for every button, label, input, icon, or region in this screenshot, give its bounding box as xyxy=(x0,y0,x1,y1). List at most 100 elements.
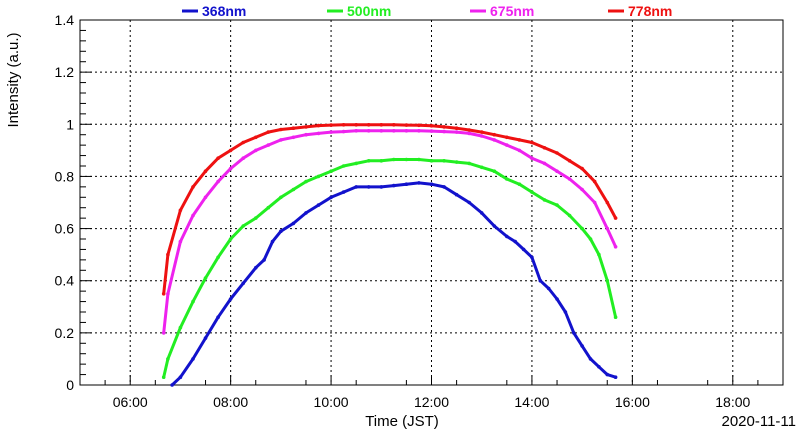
data-point xyxy=(366,129,371,133)
data-point xyxy=(563,310,568,314)
y-tick-label: 0.6 xyxy=(55,221,75,237)
data-point xyxy=(166,357,170,361)
data-point xyxy=(572,331,576,335)
data-point xyxy=(404,123,409,127)
data-point xyxy=(605,278,610,283)
data-point xyxy=(270,239,275,244)
data-point xyxy=(203,195,208,200)
data-point xyxy=(467,200,472,205)
data-point xyxy=(567,159,572,163)
data-point xyxy=(291,126,296,130)
series-layer xyxy=(161,123,618,387)
x-tick-label: 10:00 xyxy=(314,394,349,410)
data-point xyxy=(530,140,534,145)
data-point xyxy=(580,166,584,171)
data-point xyxy=(442,159,446,163)
data-point xyxy=(316,123,321,128)
data-point xyxy=(417,123,421,128)
data-point xyxy=(505,143,509,147)
data-point xyxy=(392,129,396,133)
data-point xyxy=(517,138,522,142)
data-point xyxy=(191,185,195,189)
data-point xyxy=(567,177,572,181)
y-axis-label: Intensity (a.u.) xyxy=(5,32,22,127)
data-point xyxy=(555,169,559,173)
data-point xyxy=(329,169,333,173)
data-point xyxy=(588,237,593,241)
data-point xyxy=(241,281,245,286)
data-point xyxy=(291,221,296,226)
data-point xyxy=(279,138,283,142)
data-point xyxy=(613,315,618,320)
legend-label: 778nm xyxy=(628,3,672,19)
data-point xyxy=(517,148,522,153)
series-line xyxy=(162,158,618,379)
legend-label: 500nm xyxy=(347,3,391,19)
data-point xyxy=(467,128,472,132)
data-point xyxy=(479,211,484,215)
data-point xyxy=(605,200,610,205)
data-point xyxy=(429,182,434,186)
data-point xyxy=(216,156,220,160)
data-point xyxy=(597,365,601,369)
series-675nm xyxy=(161,129,618,335)
date-label: 2020-11-11 xyxy=(721,413,796,430)
data-point xyxy=(341,123,346,127)
data-point xyxy=(429,124,434,128)
data-point xyxy=(479,130,484,134)
data-point xyxy=(605,226,610,231)
data-point xyxy=(262,258,266,262)
y-tick-label: 0.2 xyxy=(55,325,75,341)
data-point xyxy=(329,195,333,200)
data-point xyxy=(379,123,384,127)
data-point xyxy=(203,336,208,340)
data-point xyxy=(454,160,459,164)
data-point xyxy=(555,151,559,155)
data-point xyxy=(329,123,333,127)
legend-label: 368nm xyxy=(202,3,246,19)
data-point xyxy=(161,375,166,380)
data-point xyxy=(316,174,321,179)
data-point xyxy=(467,161,472,166)
data-point xyxy=(442,185,446,189)
data-point xyxy=(178,325,183,330)
data-point xyxy=(454,126,459,130)
data-point xyxy=(555,297,559,301)
series-368nm xyxy=(170,181,618,387)
data-point xyxy=(354,185,359,189)
data-point xyxy=(521,247,526,252)
data-point xyxy=(517,182,522,186)
data-point xyxy=(379,185,384,189)
data-point xyxy=(479,165,484,170)
data-point xyxy=(304,179,308,184)
data-point xyxy=(379,159,384,163)
data-point xyxy=(505,135,509,140)
x-tick-label: 12:00 xyxy=(414,394,449,410)
data-point xyxy=(592,200,597,205)
data-point xyxy=(492,169,497,173)
data-point xyxy=(304,211,308,215)
data-point xyxy=(605,372,610,377)
data-point xyxy=(254,148,258,153)
data-point xyxy=(417,129,421,133)
data-point xyxy=(492,224,497,228)
data-point xyxy=(241,140,245,145)
series-line xyxy=(162,123,618,296)
data-point xyxy=(505,234,509,239)
data-point xyxy=(304,132,308,137)
data-point xyxy=(216,255,220,260)
series-line xyxy=(170,181,618,387)
legend-item: 675nm xyxy=(470,3,534,19)
data-point xyxy=(191,213,195,218)
data-point xyxy=(279,127,283,132)
series-500nm xyxy=(161,157,618,380)
data-point xyxy=(341,190,346,194)
data-point xyxy=(492,138,497,142)
data-point xyxy=(442,129,446,134)
legend-item: 368nm xyxy=(182,3,246,19)
data-point xyxy=(392,183,396,188)
data-point xyxy=(316,131,321,136)
y-tick-label: 0.4 xyxy=(55,273,75,289)
data-point xyxy=(166,292,170,296)
